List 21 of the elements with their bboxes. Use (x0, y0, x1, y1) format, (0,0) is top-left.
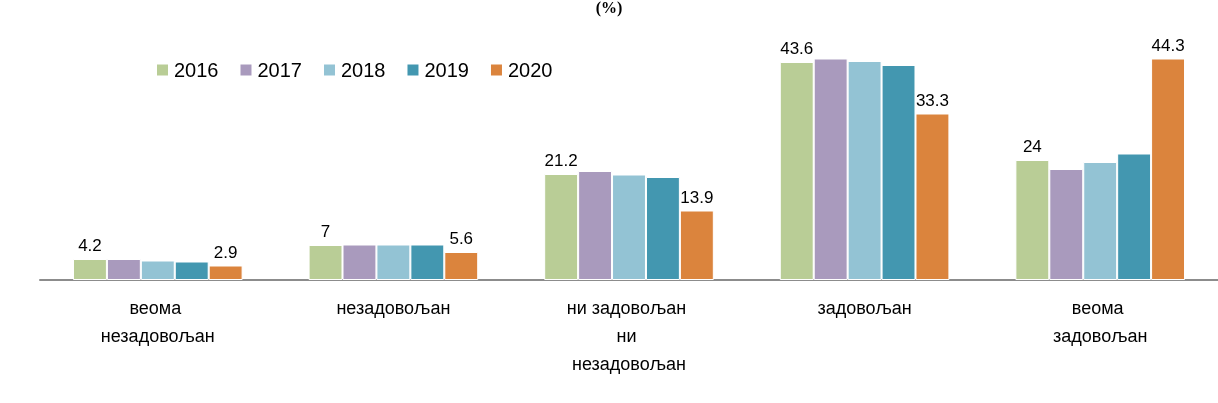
legend-label: 2019 (424, 59, 469, 81)
chart-title: (%) (595, 0, 623, 17)
data-label: 24 (1022, 137, 1042, 156)
legend-label: 2020 (507, 59, 553, 81)
data-label: 21.2 (544, 151, 578, 170)
x-tick-label: веома незадовољан (100, 298, 215, 346)
legend-label: 2018 (340, 59, 386, 81)
data-label: 5.6 (449, 229, 474, 248)
data-label: 7 (320, 222, 331, 241)
data-label: 4.2 (78, 236, 102, 255)
data-label: 44.3 (1151, 35, 1185, 55)
x-tick-label: незадовољан (336, 298, 451, 318)
data-label: 13.9 (680, 187, 714, 207)
data-label: 43.6 (780, 39, 814, 58)
x-tick-label: ни задовољан ни незадовољан (566, 298, 692, 374)
x-tick-label: задовољан (817, 298, 912, 318)
data-label: 2.9 (213, 242, 238, 262)
legend-label: 2017 (257, 59, 302, 81)
legend-label: 2016 (174, 59, 219, 81)
x-tick-label: веома задовољан (1052, 298, 1148, 346)
data-label: 33.3 (915, 90, 949, 110)
